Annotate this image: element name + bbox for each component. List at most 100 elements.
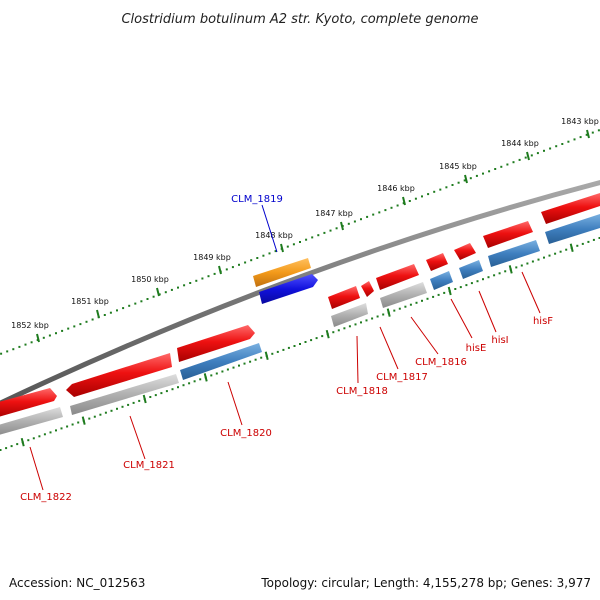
- topology-text: Topology: circular; Length: 4,155,278 bp…: [261, 576, 591, 590]
- ruler-tick-label: 1847 kbp: [315, 209, 353, 218]
- ruler-dot: [201, 277, 204, 280]
- clm-1820-cds-arrow[interactable]: [177, 325, 255, 362]
- lower-track-dot: [5, 447, 8, 450]
- ruler-dot: [488, 170, 491, 173]
- label-hisf[interactable]: hisF: [533, 316, 553, 327]
- hisi-gene-bar[interactable]: [488, 240, 540, 267]
- ruler-dot: [256, 257, 259, 259]
- label-leaders: [29, 204, 541, 491]
- lower-track-dot: [182, 384, 185, 387]
- leader-clm-1818: [356, 335, 359, 384]
- ruler-dot: [524, 156, 527, 159]
- lower-track-dot: [421, 299, 423, 302]
- clm-1816-cds-arrow[interactable]: [426, 253, 448, 271]
- label-clm-1821[interactable]: CLM_1821: [123, 460, 175, 471]
- ruler-dot: [530, 154, 533, 157]
- clm-1817-gene-bar[interactable]: [380, 282, 427, 308]
- ruler-dot: [268, 252, 271, 255]
- ruler-dot: [225, 268, 228, 271]
- ruler-major-tick: [280, 243, 284, 253]
- hise-cds-arrow[interactable]: [454, 243, 476, 260]
- hisf-cds-arrow[interactable]: [541, 193, 600, 224]
- leader-clm-1820: [227, 381, 243, 426]
- ruler-dot: [116, 309, 118, 312]
- lower-track-dot: [276, 350, 279, 353]
- clm-1821-gene-bar[interactable]: [70, 374, 179, 415]
- ruler-dot: [250, 259, 253, 262]
- gene-clm-1821[interactable]: [66, 353, 179, 415]
- clm-1819-blue-feature[interactable]: [259, 274, 318, 304]
- ruler-dot: [372, 213, 375, 216]
- hisi-cds-arrow[interactable]: [483, 221, 533, 248]
- lower-track-dot: [332, 331, 335, 334]
- clm-1821-cds-arrow[interactable]: [66, 353, 172, 397]
- ruler-dot: [213, 272, 216, 275]
- ruler-dot: [549, 147, 552, 150]
- label-hise[interactable]: hisE: [466, 343, 487, 354]
- label-clm-1818[interactable]: CLM_1818: [336, 386, 388, 397]
- ruler-dot: [0, 352, 3, 355]
- ruler-dot: [427, 193, 430, 196]
- gene-hisi[interactable]: [483, 221, 540, 267]
- lower-track-dot: [260, 356, 263, 359]
- ruler-dot: [48, 334, 51, 337]
- label-clm-1819[interactable]: CLM_1819: [231, 194, 283, 205]
- lower-track-dot: [199, 378, 202, 381]
- gene-clm-1817[interactable]: [361, 264, 427, 308]
- ruler-dot: [469, 177, 472, 180]
- ruler-dot: [506, 163, 509, 166]
- lower-track-dot: [520, 264, 523, 267]
- feature-track: [0, 193, 600, 436]
- clm-1817-cds-arrow[interactable]: [361, 281, 374, 297]
- lower-track-dot: [138, 399, 141, 402]
- ruler-tick-label: 1844 kbp: [501, 139, 539, 148]
- gene-clm-1822[interactable]: [0, 388, 63, 436]
- clm-1819-orange-feature[interactable]: [253, 258, 311, 287]
- lower-track-dot: [188, 382, 191, 385]
- lower-track-dot: [437, 293, 440, 296]
- lower-track-dot: [576, 244, 579, 247]
- gene-clm-1819[interactable]: [253, 258, 318, 304]
- lower-track-dot: [598, 237, 600, 239]
- hise-gene-bar[interactable]: [459, 260, 483, 279]
- hisf-gene-bar[interactable]: [545, 214, 600, 244]
- gene-clm-1816[interactable]: [426, 253, 453, 290]
- lower-track-major-tick: [386, 308, 391, 317]
- ruler-tick-label: 1845 kbp: [439, 162, 477, 171]
- lower-track-dot: [0, 449, 2, 451]
- ruler-major-tick: [96, 309, 100, 319]
- clm-1817-cds-arrow-2[interactable]: [376, 264, 419, 290]
- lower-track-dot: [415, 301, 418, 304]
- ruler-dot: [457, 181, 460, 184]
- label-clm-1820[interactable]: CLM_1820: [220, 428, 272, 439]
- ruler-tick-label: 1850 kbp: [131, 275, 169, 284]
- lower-track-dot: [398, 307, 401, 310]
- ruler-tick-label: 1851 kbp: [71, 297, 109, 306]
- clm-1818-gene-bar[interactable]: [331, 303, 368, 327]
- clm-1822-cds-arrow[interactable]: [0, 388, 57, 418]
- clm-1816-gene-bar[interactable]: [430, 271, 453, 290]
- ruler-dot: [500, 165, 503, 168]
- label-clm-1822[interactable]: CLM_1822: [20, 492, 72, 503]
- lower-track-dot: [465, 284, 468, 287]
- ruler-dot: [128, 304, 131, 307]
- lower-track-dot: [110, 409, 113, 412]
- gene-hisf[interactable]: [541, 193, 600, 244]
- clm-1822-gene-bar[interactable]: [0, 407, 63, 436]
- ruler-major-tick: [340, 221, 344, 231]
- gene-clm-1818[interactable]: [328, 286, 368, 327]
- clm-1820-gene-bar[interactable]: [180, 343, 262, 380]
- gene-labels: CLM_1822 CLM_1821 CLM_1820 CLM_1819 CLM_…: [20, 194, 553, 503]
- ruler-dot: [463, 179, 466, 182]
- leader-hisf: [521, 271, 541, 314]
- gene-clm-1820[interactable]: [177, 325, 262, 380]
- label-clm-1817[interactable]: CLM_1817: [376, 372, 428, 383]
- label-hisi[interactable]: hisI: [491, 335, 508, 346]
- lower-track-dot: [210, 374, 213, 377]
- clm-1818-cds-arrow[interactable]: [328, 286, 360, 309]
- lower-track-dot: [443, 291, 446, 294]
- lower-track-dot: [554, 252, 557, 255]
- ruler-dot: [18, 345, 21, 348]
- gene-hise[interactable]: [454, 243, 483, 279]
- label-clm-1816[interactable]: CLM_1816: [415, 357, 467, 368]
